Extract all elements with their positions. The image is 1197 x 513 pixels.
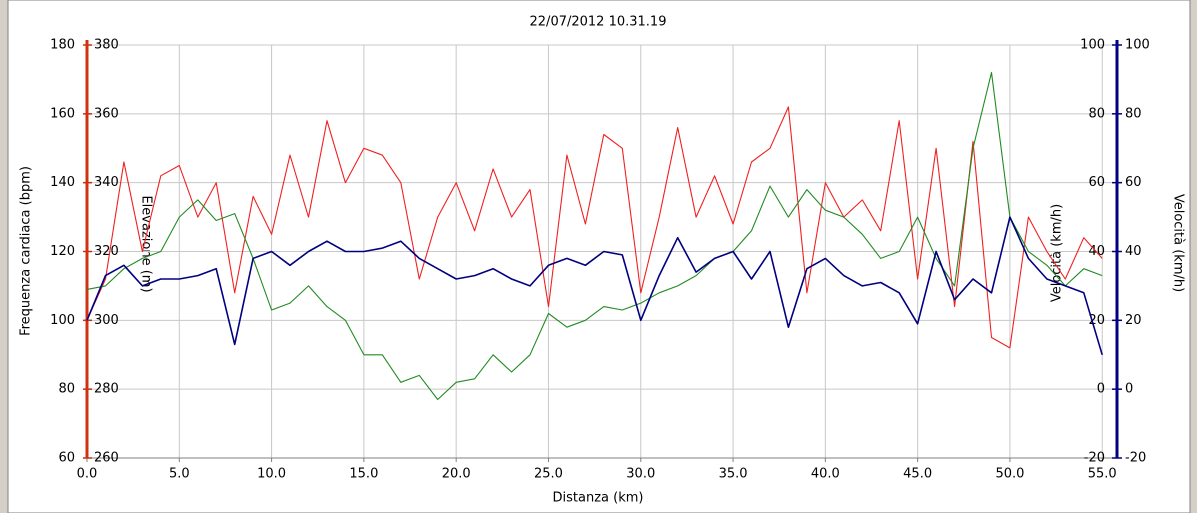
y2-tick-label-outer: 60 (1125, 175, 1142, 190)
elevation-tick-label: 380 (94, 38, 119, 53)
y-tick-label: 60 (58, 451, 75, 466)
elevation-tick-label: 320 (94, 244, 119, 259)
x-tick-label: 25.0 (534, 467, 563, 482)
y2-tick-label: 60 (1088, 175, 1105, 190)
y2-tick-label: -20 (1084, 451, 1105, 466)
y-tick-label: 80 (58, 382, 75, 397)
x-tick-label: 5.0 (169, 467, 190, 482)
y2-tick-label: 80 (1088, 106, 1105, 121)
y2-tick-label-outer: -20 (1125, 451, 1146, 466)
x-tick-label: 45.0 (903, 467, 932, 482)
y2-tick-label: 100 (1080, 38, 1105, 53)
y2-tick-label: 0 (1097, 382, 1105, 397)
series-line (86, 71, 1103, 401)
y-tick-label: 140 (50, 175, 75, 190)
elevation-tick-label: 360 (94, 106, 119, 121)
x-axis-title: Distanza (km) (553, 491, 644, 506)
y-axis-title: Frequenza cardiaca (bpm) (19, 166, 34, 336)
elevation-tick-label: 260 (94, 451, 119, 466)
x-tick-label: 50.0 (995, 467, 1024, 482)
y-tick-label: 160 (50, 106, 75, 121)
series-line (86, 216, 1103, 356)
x-tick-label: 15.0 (349, 467, 378, 482)
x-tick-label: 40.0 (811, 467, 840, 482)
y2-axis-title-outer: Velocità (km/h) (1171, 194, 1186, 292)
y-tick-label: 180 (50, 38, 75, 53)
x-tick-label: 55.0 (1088, 467, 1117, 482)
x-tick-label: 30.0 (626, 467, 655, 482)
elevation-tick-label: 280 (94, 382, 119, 397)
y2-tick-label-outer: 100 (1125, 38, 1150, 53)
x-tick-label: 0.0 (77, 467, 98, 482)
x-tick-label: 35.0 (719, 467, 748, 482)
series-line (86, 106, 1103, 349)
chart-title: 22/07/2012 10.31.19 (530, 15, 667, 30)
x-tick-label: 20.0 (442, 467, 471, 482)
y2-tick-label-outer: 80 (1125, 106, 1142, 121)
y2-tick-label-outer: 0 (1125, 382, 1133, 397)
elevation-tick-label: 300 (94, 313, 119, 328)
y-tick-label: 100 (50, 313, 75, 328)
y2-tick-label-outer: 40 (1125, 244, 1142, 259)
panel (7, 0, 1191, 513)
x-tick-label: 10.0 (257, 467, 286, 482)
elevation-tick-label: 340 (94, 175, 119, 190)
y-tick-label: 120 (50, 244, 75, 259)
y2-axis-title: Velocità (km/h) (1050, 204, 1065, 302)
y2-tick-label-outer: 20 (1125, 313, 1142, 328)
